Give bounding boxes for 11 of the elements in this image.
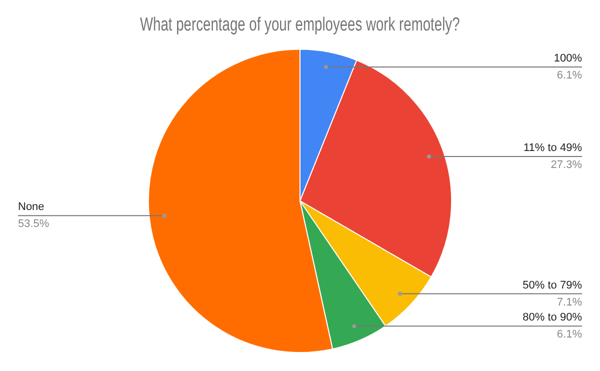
data-label: 27.3% <box>550 159 582 172</box>
data-label: 6.1% <box>556 69 582 82</box>
data-label: 7.1% <box>556 296 582 308</box>
chart-title: What percentage of your employees work remotely? <box>140 13 460 36</box>
slice-label: 100% <box>554 52 582 64</box>
slice-label: 11% to 49% <box>523 142 582 154</box>
data-label: 6.1% <box>556 328 582 341</box>
slice-label: None <box>18 201 44 214</box>
slice-label: 80% to 90% <box>522 312 582 324</box>
data-label: 53.5% <box>18 218 50 230</box>
slice-label: 50% to 79% <box>522 279 582 292</box>
